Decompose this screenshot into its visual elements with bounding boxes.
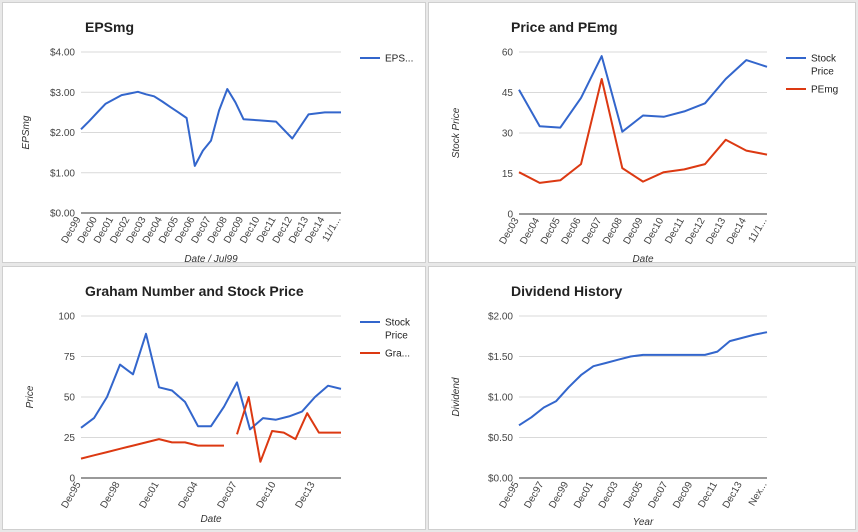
legend-label: Stock Price (385, 318, 411, 342)
x-tick-label: Nex... (747, 480, 770, 508)
y-axis-title: EPSmg (21, 115, 32, 149)
x-tick-label: Dec10 (255, 480, 279, 511)
x-axis-title: Year (633, 517, 654, 528)
chart-title: Dividend History (511, 283, 622, 299)
y-axis-title: Dividend (451, 377, 462, 416)
y-tick-label: 60 (502, 48, 514, 59)
y-tick-label: $0.50 (488, 433, 513, 444)
y-tick-label: $2.00 (50, 128, 75, 139)
legend-label: PEmg (811, 85, 838, 96)
y-tick-label: $1.00 (50, 168, 75, 179)
x-tick-label: Dec04 (177, 480, 201, 511)
dividend-chart-panel: Dividend History $0.00 $0.50 $1.00 $1.50 $2.0… (428, 266, 856, 530)
x-tick-label: Dec13 (294, 480, 318, 511)
legend-label: EPS... (385, 54, 413, 65)
y-tick-label: 30 (502, 129, 514, 140)
x-tick-label: Dec97 (522, 480, 546, 511)
x-tick-label: Dec14 (725, 216, 749, 247)
x-tick-label: Dec99 (547, 480, 571, 511)
eps-chart-panel: EPSmg $0.00 $1.00 $2.00 $3.00 $4.00 Dec99 Dec00… (2, 2, 426, 264)
x-tick-label: Dec95 (60, 480, 84, 511)
graham-chart-panel: Graham Number and Stock Price 0 25 50 75 100 D… (2, 266, 426, 530)
series-line-0 (80, 332, 342, 431)
series-line-1 (80, 438, 224, 460)
y-tick-label: 15 (502, 169, 514, 180)
x-tick-label: Dec98 (99, 480, 123, 511)
x-tick-label: Dec07 (216, 480, 240, 511)
x-tick-label: Dec03 (597, 480, 621, 511)
series-line-1 (518, 78, 768, 184)
y-axis-title: Stock Price (451, 107, 462, 158)
y-tick-label: 25 (64, 433, 76, 444)
x-axis-title: Date / Jul99 (184, 254, 238, 264)
price-pe-chart-panel: Price and PEmg 0 15 30 45 60 Dec03 Dec04 Dec05 De… (428, 2, 856, 264)
y-tick-label: $3.00 (50, 88, 75, 99)
x-tick-label: Dec10 (642, 216, 666, 247)
y-tick-label: 0 (507, 210, 513, 221)
series-line-0 (518, 55, 768, 133)
y-axis-title: Price (25, 385, 36, 408)
series-line-0 (80, 88, 341, 167)
y-tick-label: $4.00 (50, 48, 75, 59)
x-tick-label: Dec05 (622, 480, 646, 511)
legend-label: Stock Price (811, 54, 837, 78)
x-tick-label: Dec07 (646, 480, 670, 511)
x-tick-label: Dec13 (721, 480, 745, 511)
y-tick-label: $1.00 (488, 393, 513, 404)
x-axis-title: Date (632, 254, 654, 264)
legend-label: Gra... (385, 349, 410, 360)
y-tick-label: 100 (58, 312, 75, 323)
price-pe-chart: Price and PEmg015304560Dec03Dec04Dec05De… (451, 19, 838, 264)
y-tick-label: 0 (69, 474, 75, 485)
chart-title: EPSmg (85, 19, 134, 35)
y-tick-label: 75 (64, 352, 76, 363)
graham-chart: Graham Number and Stock Price 0 25 50 75 100 D… (25, 283, 411, 525)
x-tick-label: Dec11 (696, 480, 720, 510)
x-tick-label: Dec01 (572, 480, 596, 511)
x-tick-label: Dec09 (671, 480, 695, 511)
x-axis-title: Date (200, 514, 222, 525)
series-line-1 (236, 396, 341, 463)
y-tick-label: $1.50 (488, 352, 513, 363)
series-line-0 (518, 331, 768, 427)
y-tick-label: 50 (64, 393, 76, 404)
chart-title: Price and PEmg (511, 19, 618, 35)
y-tick-label: $2.00 (488, 312, 513, 323)
y-tick-label: $0.00 (50, 209, 75, 220)
x-tick-label: Dec01 (138, 480, 162, 511)
x-tick-label: 11/1... (747, 216, 770, 245)
chart-title: Graham Number and Stock Price (85, 283, 304, 299)
y-tick-label: $0.00 (488, 474, 513, 485)
y-tick-label: 45 (502, 88, 514, 99)
dividend-chart: Dividend History $0.00 $0.50 $1.00 $1.50 $2.0… (451, 283, 770, 528)
eps-chart: EPSmg$0.00$1.00$2.00$3.00$4.00Dec99Dec00… (21, 19, 413, 264)
